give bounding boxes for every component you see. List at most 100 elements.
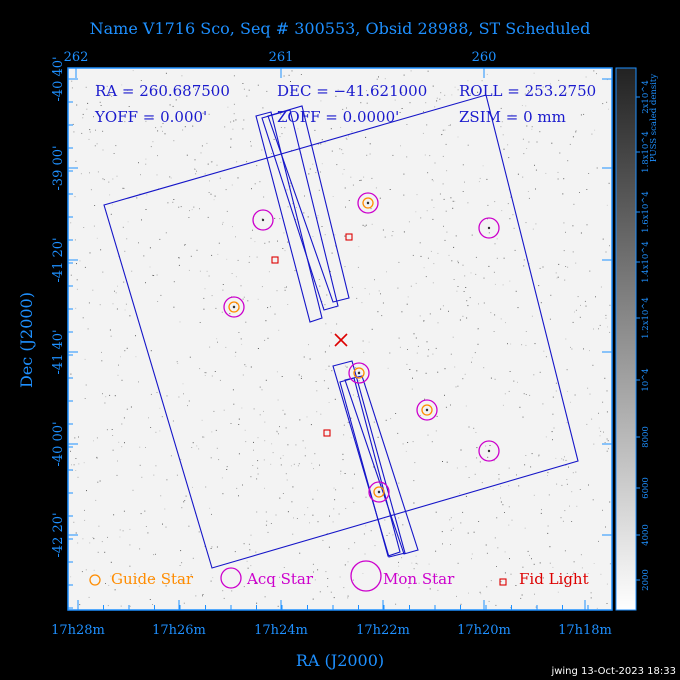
- noise-speck: [210, 161, 212, 163]
- noise-speck: [594, 129, 596, 131]
- noise-speck: [443, 225, 444, 227]
- noise-speck: [572, 573, 574, 575]
- noise-speck: [185, 495, 187, 497]
- noise-speck: [96, 457, 98, 459]
- noise-speck: [118, 441, 120, 443]
- noise-speck: [511, 519, 513, 521]
- noise-speck: [343, 169, 345, 170]
- noise-speck: [329, 270, 331, 272]
- noise-speck: [392, 231, 394, 232]
- noise-speck: [188, 400, 190, 402]
- noise-speck: [314, 120, 316, 122]
- noise-speck: [464, 275, 466, 277]
- colorbar-tick-label: 1.2x10^4: [641, 297, 651, 339]
- noise-speck: [164, 508, 166, 510]
- noise-speck: [403, 231, 405, 233]
- noise-speck: [264, 339, 266, 341]
- noise-speck: [216, 164, 218, 166]
- noise-speck: [286, 286, 287, 288]
- noise-speck: [469, 297, 471, 299]
- fid-light: [323, 429, 331, 437]
- noise-speck: [264, 242, 266, 244]
- noise-speck: [167, 202, 169, 204]
- noise-speck: [160, 126, 162, 128]
- noise-speck: [211, 254, 213, 256]
- noise-speck: [208, 113, 210, 115]
- noise-speck: [157, 130, 159, 132]
- noise-speck: [264, 487, 265, 489]
- noise-speck: [500, 497, 501, 499]
- noise-speck: [93, 538, 95, 540]
- noise-speck: [413, 502, 415, 504]
- noise-speck: [538, 285, 540, 287]
- noise-speck: [547, 475, 548, 476]
- noise-speck: [317, 569, 319, 571]
- star-marks: [223, 192, 500, 503]
- noise-speck: [334, 398, 336, 400]
- noise-speck: [586, 189, 588, 190]
- noise-speck: [108, 181, 110, 183]
- noise-speck: [256, 165, 258, 167]
- noise-speck: [268, 271, 270, 273]
- noise-speck: [124, 442, 125, 444]
- noise-speck: [446, 461, 448, 463]
- noise-speck: [123, 187, 125, 189]
- noise-speck: [579, 316, 581, 318]
- noise-speck: [181, 75, 183, 77]
- noise-speck: [267, 307, 269, 309]
- noise-speck: [388, 532, 390, 534]
- noise-speck: [266, 520, 268, 522]
- noise-speck: [140, 80, 142, 81]
- noise-speck: [202, 436, 204, 438]
- noise-speck: [433, 263, 435, 265]
- noise-speck: [280, 464, 282, 466]
- noise-speck: [89, 131, 91, 133]
- noise-speck: [531, 126, 533, 128]
- noise-speck: [605, 314, 607, 316]
- noise-speck: [237, 177, 239, 179]
- noise-speck: [432, 85, 434, 87]
- noise-speck: [525, 222, 527, 224]
- noise-speck: [433, 207, 435, 208]
- noise-speck: [335, 307, 337, 309]
- noise-speck: [398, 565, 400, 567]
- noise-speck: [204, 375, 206, 376]
- noise-speck: [535, 223, 537, 225]
- noise-speck: [111, 95, 113, 97]
- noise-speck: [287, 304, 289, 305]
- noise-speck: [403, 194, 405, 196]
- noise-speck: [380, 293, 381, 295]
- noise-speck: [460, 603, 462, 605]
- noise-speck: [122, 226, 124, 228]
- noise-speck: [450, 517, 452, 519]
- noise-speck: [246, 560, 248, 562]
- legend-acq-star-icon: [220, 567, 242, 589]
- noise-speck: [243, 119, 245, 121]
- noise-speck: [71, 80, 73, 82]
- noise-speck: [524, 464, 526, 466]
- noise-speck: [507, 343, 508, 345]
- noise-speck: [365, 525, 367, 527]
- noise-speck: [90, 189, 92, 191]
- noise-speck: [326, 294, 328, 296]
- noise-speck: [252, 465, 254, 466]
- noise-speck: [216, 338, 218, 340]
- noise-speck: [350, 176, 352, 178]
- noise-speck: [545, 356, 547, 358]
- noise-speck: [189, 356, 191, 358]
- noise-speck: [517, 381, 518, 383]
- noise-speck: [452, 207, 454, 209]
- noise-speck: [355, 367, 357, 369]
- noise-speck: [555, 390, 557, 392]
- noise-speck: [94, 205, 96, 206]
- noise-speck: [247, 567, 249, 569]
- noise-speck: [188, 217, 190, 218]
- noise-speck: [398, 561, 399, 563]
- noise-speck: [587, 94, 588, 96]
- noise-speck: [79, 260, 81, 262]
- noise-speck: [419, 415, 421, 416]
- noise-speck: [153, 275, 155, 276]
- noise-speck: [238, 418, 240, 420]
- noise-speck: [382, 302, 384, 304]
- noise-speck: [119, 112, 121, 114]
